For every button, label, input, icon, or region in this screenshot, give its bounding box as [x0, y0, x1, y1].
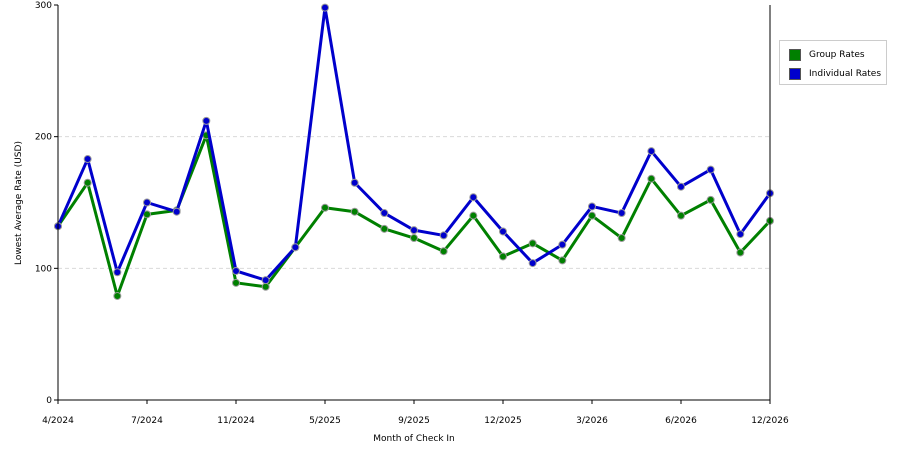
x-tick-label: 11/2024	[217, 416, 255, 426]
data-point	[439, 231, 448, 240]
data-point	[588, 211, 596, 220]
data-point	[528, 239, 537, 248]
x-tick-label: 4/2024	[42, 416, 74, 426]
data-point	[558, 256, 567, 265]
data-point	[588, 202, 596, 211]
data-point	[647, 174, 656, 183]
plot-area	[58, 5, 770, 400]
data-point	[321, 203, 329, 212]
data-point	[558, 240, 567, 249]
x-axis-title: Month of Check In	[373, 434, 455, 444]
y-ticks: 0 100 200 300	[35, 1, 58, 406]
data-point	[528, 259, 537, 268]
data-point	[321, 3, 329, 12]
x-tick-label: 5/2025	[309, 416, 341, 426]
data-point	[380, 224, 389, 233]
legend-swatch-group	[789, 49, 801, 61]
x-tick-label: 12/2026	[751, 416, 789, 426]
data-point	[617, 209, 626, 218]
y-tick-label: 300	[35, 1, 52, 11]
data-point	[469, 193, 478, 202]
data-point	[410, 234, 418, 243]
x-tick-label: 3/2026	[576, 416, 608, 426]
data-point	[706, 195, 715, 204]
data-point	[113, 291, 122, 300]
legend-item-group: Group Rates	[789, 48, 865, 62]
data-point	[350, 207, 359, 216]
data-point	[232, 266, 240, 275]
data-point	[410, 226, 418, 235]
data-point	[113, 268, 122, 277]
data-point	[499, 252, 507, 261]
legend: Group Rates Individual Rates	[779, 40, 887, 85]
series-layer	[54, 3, 774, 300]
data-point	[736, 230, 745, 239]
data-point	[380, 209, 389, 218]
data-point	[350, 178, 359, 187]
data-point	[83, 155, 92, 164]
data-point	[232, 278, 240, 287]
x-tick-label: 6/2026	[665, 416, 697, 426]
data-point	[83, 178, 92, 187]
x-ticks: 4/2024 7/2024 11/2024 5/2025 9/2025 12/2025 3/…	[42, 400, 789, 426]
data-point	[677, 211, 685, 220]
data-point	[291, 243, 300, 252]
data-point	[439, 247, 448, 256]
legend-label-individual: Individual Rates	[809, 69, 882, 79]
data-point	[647, 147, 656, 156]
series-individual-rates	[54, 3, 774, 285]
x-tick-label: 12/2025	[484, 416, 521, 426]
data-point	[736, 248, 745, 257]
data-point	[202, 116, 211, 125]
y-tick-label: 100	[35, 264, 52, 274]
data-point	[172, 207, 181, 216]
x-tick-label: 7/2024	[131, 416, 163, 426]
data-point	[499, 227, 507, 236]
y-tick-label: 0	[46, 396, 52, 406]
data-point	[469, 211, 478, 220]
data-point	[677, 182, 685, 191]
data-point	[143, 198, 151, 207]
data-point	[261, 276, 270, 285]
data-point	[706, 165, 715, 174]
x-tick-label: 9/2025	[398, 416, 430, 426]
data-point	[261, 282, 270, 291]
y-tick-label: 200	[35, 133, 52, 143]
legend-item-individual: Individual Rates	[789, 67, 881, 81]
legend-swatch-individual	[789, 68, 801, 80]
legend-label-group: Group Rates	[809, 50, 865, 60]
data-point	[617, 234, 626, 243]
y-axis-title: Lowest Average Rate (USD)	[14, 141, 24, 265]
